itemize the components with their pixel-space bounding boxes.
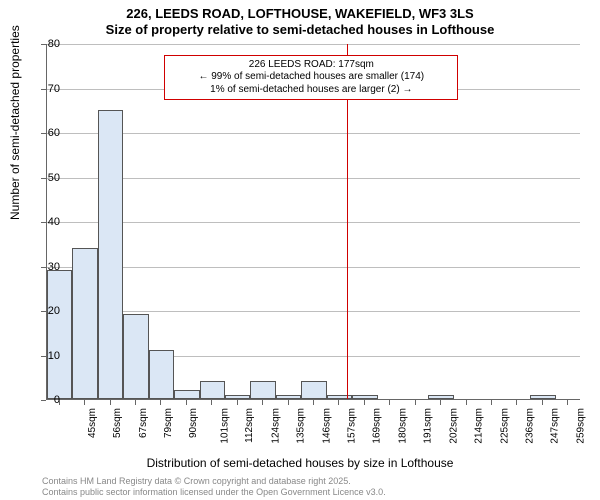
xtick-mark xyxy=(186,400,187,405)
histogram-bar xyxy=(301,381,326,399)
gridline xyxy=(47,311,580,312)
gridline xyxy=(47,44,580,45)
xtick-label: 79sqm xyxy=(163,408,174,438)
attribution-line1: Contains HM Land Registry data © Crown c… xyxy=(42,476,351,486)
gridline xyxy=(47,178,580,179)
y-axis-label: Number of semi-detached properties xyxy=(8,25,22,220)
xtick-label: 67sqm xyxy=(138,408,149,438)
annotation-line2: ← 99% of semi-detached houses are smalle… xyxy=(171,71,451,84)
xtick-label: 101sqm xyxy=(219,408,230,444)
xtick-mark xyxy=(313,400,314,405)
histogram-bar xyxy=(149,350,174,399)
xtick-label: 180sqm xyxy=(397,408,408,444)
ytick-label: 20 xyxy=(40,305,60,317)
xtick-label: 191sqm xyxy=(423,408,434,444)
ytick-label: 70 xyxy=(40,83,60,95)
xtick-mark xyxy=(440,400,441,405)
attribution-line2: Contains public sector information licen… xyxy=(42,487,386,497)
xtick-mark xyxy=(542,400,543,405)
chart-title-line2: Size of property relative to semi-detach… xyxy=(0,22,600,37)
xtick-mark xyxy=(288,400,289,405)
xtick-mark xyxy=(110,400,111,405)
xtick-label: 247sqm xyxy=(550,408,561,444)
xtick-label: 225sqm xyxy=(499,408,510,444)
xtick-mark xyxy=(364,400,365,405)
annotation-line3: 1% of semi-detached houses are larger (2… xyxy=(171,84,451,97)
ytick-label: 60 xyxy=(40,127,60,139)
xtick-mark xyxy=(415,400,416,405)
histogram-bar xyxy=(98,110,123,399)
histogram-bar xyxy=(200,381,225,399)
xtick-label: 90sqm xyxy=(188,408,199,438)
xtick-label: 45sqm xyxy=(87,408,98,438)
xtick-mark xyxy=(491,400,492,405)
xtick-mark xyxy=(135,400,136,405)
ytick-label: 80 xyxy=(40,38,60,50)
xtick-mark xyxy=(466,400,467,405)
histogram-bar xyxy=(428,395,453,399)
xtick-label: 135sqm xyxy=(296,408,307,444)
xtick-label: 146sqm xyxy=(321,408,332,444)
gridline xyxy=(47,133,580,134)
xtick-label: 202sqm xyxy=(448,408,459,444)
xtick-label: 56sqm xyxy=(112,408,123,438)
xtick-mark xyxy=(59,400,60,405)
xtick-mark xyxy=(389,400,390,405)
xtick-label: 259sqm xyxy=(575,408,586,444)
xtick-mark xyxy=(237,400,238,405)
histogram-bar xyxy=(174,390,199,399)
histogram-bar xyxy=(72,248,97,399)
histogram-bar xyxy=(327,395,352,399)
x-axis-label: Distribution of semi-detached houses by … xyxy=(0,456,600,470)
xtick-mark xyxy=(262,400,263,405)
histogram-bar xyxy=(225,395,250,399)
histogram-bar xyxy=(530,395,555,399)
ytick-label: 40 xyxy=(40,216,60,228)
xtick-label: 157sqm xyxy=(347,408,358,444)
gridline xyxy=(47,222,580,223)
xtick-mark xyxy=(338,400,339,405)
ytick-label: 10 xyxy=(40,350,60,362)
annotation-line1: 226 LEEDS ROAD: 177sqm xyxy=(171,59,451,72)
annotation-box: 226 LEEDS ROAD: 177sqm← 99% of semi-deta… xyxy=(164,55,458,101)
ytick-label: 30 xyxy=(40,261,60,273)
histogram-bar xyxy=(250,381,275,399)
gridline xyxy=(47,267,580,268)
histogram-bar xyxy=(47,270,72,399)
xtick-mark xyxy=(211,400,212,405)
xtick-mark xyxy=(516,400,517,405)
ytick-label: 0 xyxy=(40,394,60,406)
histogram-bar xyxy=(352,395,377,399)
xtick-mark xyxy=(160,400,161,405)
ytick-label: 50 xyxy=(40,172,60,184)
xtick-label: 169sqm xyxy=(372,408,383,444)
xtick-mark xyxy=(84,400,85,405)
histogram-chart: 226, LEEDS ROAD, LOFTHOUSE, WAKEFIELD, W… xyxy=(0,0,600,500)
xtick-label: 214sqm xyxy=(474,408,485,444)
xtick-label: 124sqm xyxy=(270,408,281,444)
histogram-bar xyxy=(276,395,301,399)
histogram-bar xyxy=(123,314,148,399)
plot-area: 226 LEEDS ROAD: 177sqm← 99% of semi-deta… xyxy=(46,44,580,400)
xtick-mark xyxy=(567,400,568,405)
xtick-label: 112sqm xyxy=(244,408,255,443)
xtick-label: 236sqm xyxy=(525,408,536,444)
chart-title-line1: 226, LEEDS ROAD, LOFTHOUSE, WAKEFIELD, W… xyxy=(0,6,600,21)
